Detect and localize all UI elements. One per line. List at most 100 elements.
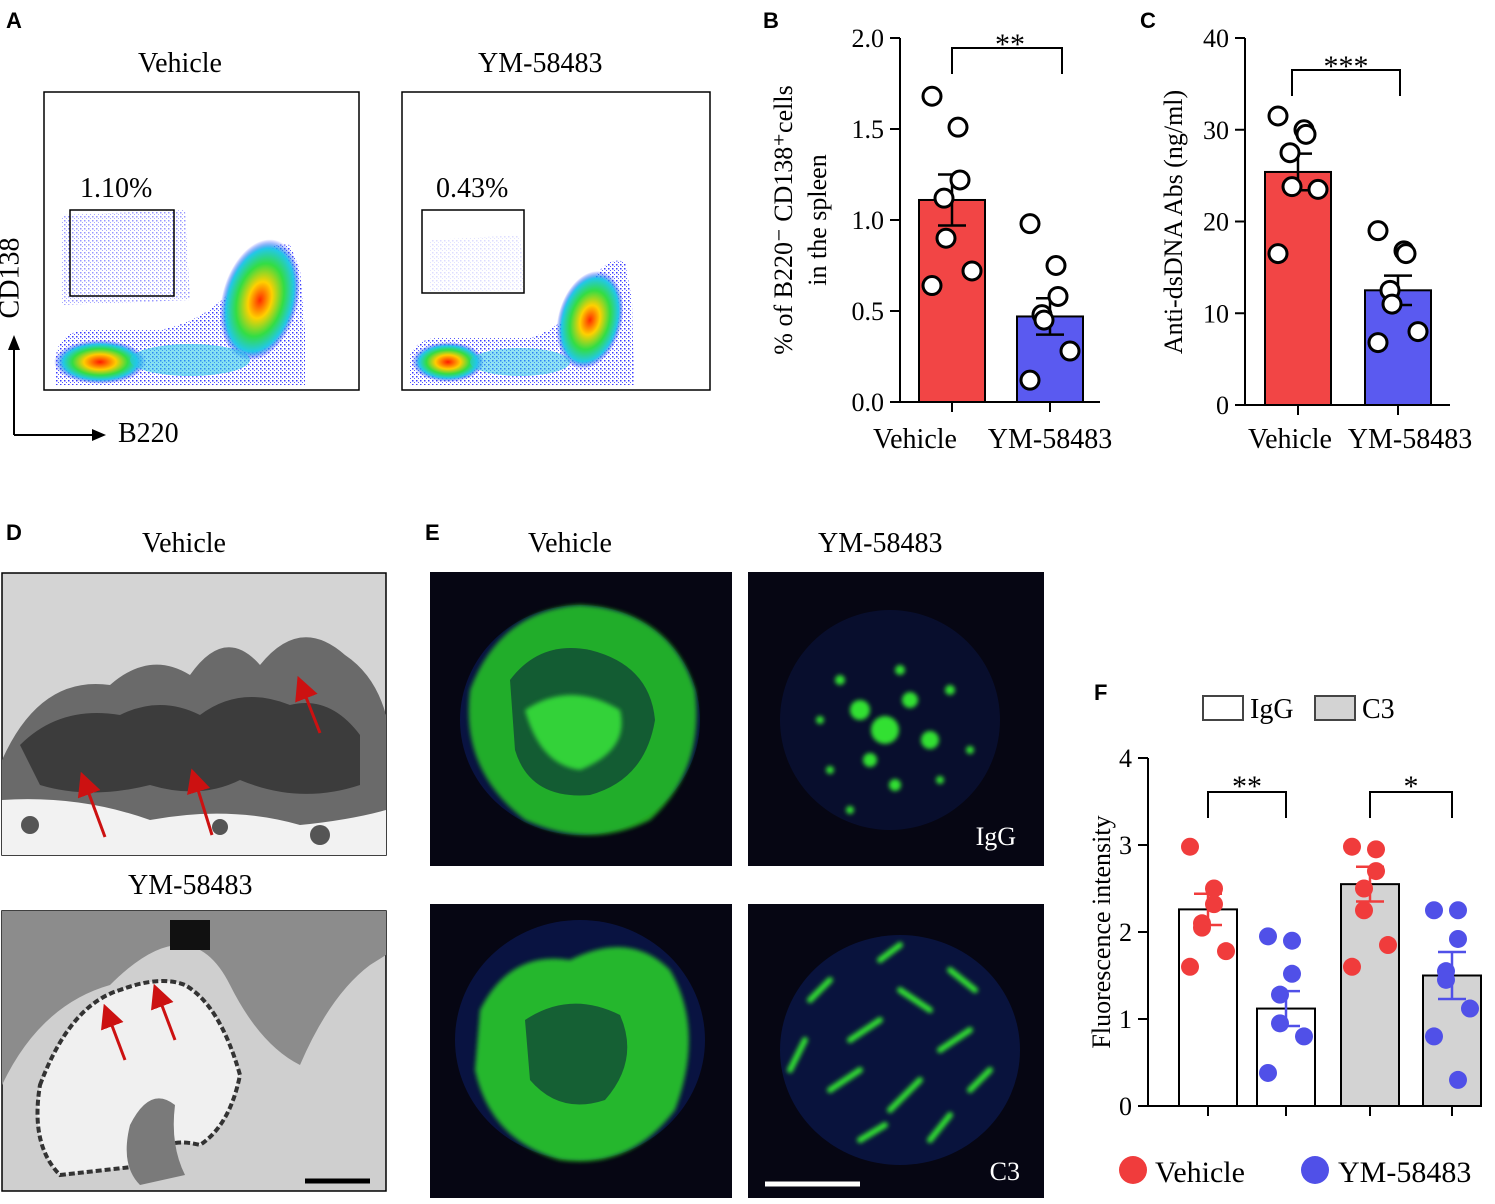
panel-d-top-title: Vehicle xyxy=(142,528,226,559)
data-point xyxy=(1449,901,1467,920)
panel-c-label: C xyxy=(1140,8,1156,33)
data-point xyxy=(1271,1014,1289,1033)
y-axis-label: % of B220⁻ CD138⁺cells xyxy=(769,85,798,354)
data-point xyxy=(1307,178,1329,200)
y-tick-label: 1.0 xyxy=(852,206,885,235)
panel-e-right-title: YM-58483 xyxy=(818,528,943,559)
chart-b: 0.0 0.5 1.0 1.5 2.0 % of B220⁻ CD138⁺cells in … xyxy=(769,24,1112,455)
data-point xyxy=(1267,105,1289,127)
data-point xyxy=(1271,985,1289,1004)
data-point xyxy=(1019,213,1041,235)
y-tick-label: 2 xyxy=(1119,918,1132,947)
legend-dot-ym58483 xyxy=(1301,1156,1329,1184)
data-point xyxy=(1283,931,1301,950)
panel-d-label: D xyxy=(6,520,22,545)
data-point xyxy=(1217,942,1235,961)
bar xyxy=(1178,908,1238,1107)
y-axis-label: in the spleen xyxy=(803,154,832,285)
y-tick-label: 1.5 xyxy=(852,115,885,144)
data-point xyxy=(1295,123,1317,145)
data-point xyxy=(1355,901,1373,920)
x-category-label: Vehicle xyxy=(873,424,957,455)
flow-cytometry-plots xyxy=(8,91,711,441)
bar xyxy=(1340,883,1400,1107)
data-point xyxy=(1047,285,1069,307)
axis-label-cd138: CD138 xyxy=(0,237,26,319)
y-tick-label: 2.0 xyxy=(852,24,885,53)
y-tick-label: 1 xyxy=(1119,1005,1132,1034)
data-point xyxy=(1045,255,1067,276)
fluor-tag-igg: IgG xyxy=(976,822,1016,851)
data-point xyxy=(1407,321,1429,343)
flow-plot-ym58483 xyxy=(401,91,711,391)
significance-label: *** xyxy=(1324,50,1369,83)
data-point xyxy=(1425,1027,1443,1046)
data-point xyxy=(1259,1063,1277,1082)
x-category-label: YM-58483 xyxy=(988,424,1112,455)
data-point xyxy=(1295,1027,1313,1046)
fluor-c3-ym58483 xyxy=(748,904,1044,1198)
legend-swatch-igg xyxy=(1202,695,1244,721)
panel-d-bottom-title: YM-58483 xyxy=(128,870,253,901)
data-point xyxy=(1367,220,1389,242)
data-point xyxy=(1279,142,1301,164)
y-tick-label: 40 xyxy=(1203,24,1229,53)
data-point xyxy=(1059,340,1081,362)
panel-a-right-title: YM-58483 xyxy=(478,48,603,79)
data-point xyxy=(1395,243,1417,265)
fluor-igg-ym58483 xyxy=(748,572,1044,866)
data-point xyxy=(1259,927,1277,946)
fluor-c3-vehicle xyxy=(430,904,732,1198)
panel-b-label: B xyxy=(763,8,779,33)
data-point xyxy=(949,169,971,191)
panel-a-label: A xyxy=(6,8,22,33)
data-point xyxy=(961,260,983,282)
significance-label: ** xyxy=(1232,770,1262,803)
data-point xyxy=(1379,936,1397,955)
y-tick-label: 3 xyxy=(1119,831,1132,860)
fluorescence-images: IgG C3 xyxy=(430,572,1044,1198)
data-point xyxy=(1033,309,1055,331)
data-point xyxy=(1367,332,1389,354)
legend-swatch-c3 xyxy=(1314,695,1356,721)
data-point xyxy=(1343,957,1361,976)
gate-percent-vehicle: 1.10% xyxy=(80,173,153,204)
data-point xyxy=(1205,879,1223,898)
flow-axis-arrows xyxy=(8,335,106,441)
data-point xyxy=(947,116,969,138)
data-point xyxy=(933,187,955,209)
data-point xyxy=(935,227,957,249)
data-point xyxy=(1367,862,1385,881)
y-tick-label: 20 xyxy=(1203,208,1229,237)
data-point xyxy=(1437,970,1455,989)
data-point xyxy=(1281,176,1303,198)
chart-c: 0 10 20 30 40 Anti-dsDNA Abs (ng/ml) Vehicle YM… xyxy=(1159,24,1472,455)
data-point xyxy=(1367,840,1385,859)
data-point xyxy=(1461,999,1479,1018)
panel-f-label: F xyxy=(1094,680,1108,705)
data-point xyxy=(1449,929,1467,948)
x-category-label: YM-58483 xyxy=(1348,424,1472,455)
bar xyxy=(1264,170,1332,406)
panel-a-left-title: Vehicle xyxy=(138,48,222,79)
legend-label-ym58483: YM-58483 xyxy=(1338,1156,1471,1189)
fluor-igg-vehicle xyxy=(430,572,732,866)
data-point xyxy=(921,85,943,107)
data-point xyxy=(1381,293,1403,315)
data-point xyxy=(1019,369,1041,391)
y-tick-label: 0.5 xyxy=(852,297,885,326)
significance-bracket xyxy=(1207,791,1287,818)
data-point xyxy=(1283,964,1301,983)
significance-label: * xyxy=(1404,770,1419,803)
fluor-tag-c3: C3 xyxy=(990,1157,1020,1186)
em-image-ym58483 xyxy=(1,910,387,1192)
y-tick-label: 10 xyxy=(1203,299,1229,328)
significance-bracket xyxy=(1291,69,1401,96)
panel-e-label: E xyxy=(425,520,440,545)
significance-bracket xyxy=(951,47,1063,74)
data-point xyxy=(1449,1070,1467,1089)
y-axis-label: Fluorescence intensity xyxy=(1087,815,1116,1048)
em-images xyxy=(1,572,387,1192)
data-point xyxy=(1181,837,1199,856)
